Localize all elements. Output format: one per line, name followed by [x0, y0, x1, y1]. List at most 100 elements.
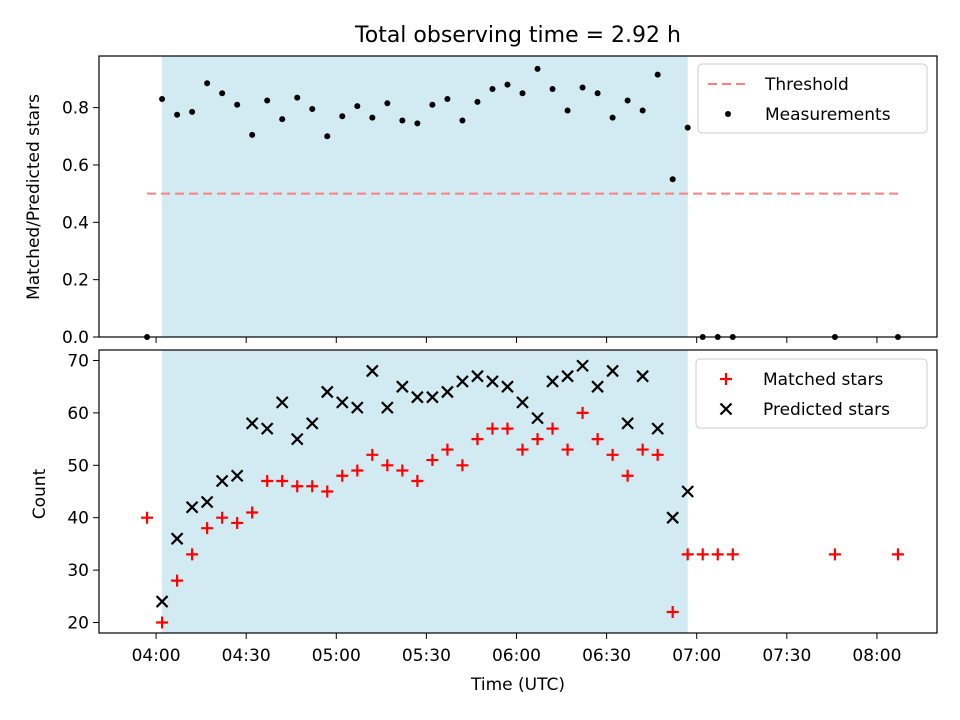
matched-star-point — [231, 516, 244, 529]
measurement-point — [624, 97, 631, 104]
predicted-star-point — [185, 500, 199, 514]
measurement-point — [339, 113, 346, 120]
predicted-star-point — [336, 396, 349, 409]
bottom-y-tick-label: 40 — [67, 509, 89, 529]
predicted-star-point — [651, 422, 664, 435]
measurement-point — [309, 106, 316, 113]
matched-star-point — [711, 548, 724, 561]
measurement-point — [249, 131, 256, 138]
measurement-point — [204, 80, 211, 87]
matched-star-point — [366, 448, 379, 461]
matched-star-point — [261, 475, 274, 488]
matched-star-point — [726, 548, 739, 561]
matched-star-point — [681, 548, 694, 561]
bottom-x-tick-label: 06:00 — [492, 646, 541, 666]
measurement-point — [144, 334, 151, 340]
predicted-star-point — [621, 417, 634, 430]
top-plot-frame — [98, 55, 938, 338]
legend-predicted-swatch — [719, 402, 733, 416]
measurement-point — [264, 97, 271, 104]
top-observing-window — [162, 56, 688, 337]
matched-star-point — [246, 506, 259, 519]
measurement-point — [549, 85, 556, 92]
predicted-star-point — [155, 595, 169, 608]
count-panel: 20 30 40 50 60 70 04:00 04:30 05:00 05:30 06:00 06:… — [67, 349, 938, 666]
matched-star-point — [321, 485, 334, 498]
measurement-point — [894, 334, 901, 340]
predicted-star-point — [305, 417, 319, 430]
predicted-star-point — [486, 375, 499, 388]
matched-star-point — [276, 475, 289, 488]
predicted-star-point — [230, 469, 244, 483]
predicted-star-point — [320, 385, 334, 399]
measurement-point — [459, 117, 466, 124]
top-legend — [697, 63, 928, 134]
predicted-star-point — [396, 380, 409, 393]
matched-star-point — [171, 574, 184, 587]
measurement-point — [519, 90, 526, 97]
bottom-x-tick-label: 08:00 — [852, 646, 901, 666]
measurement-point — [831, 334, 838, 340]
measurement-point — [504, 81, 511, 88]
measurement-point — [189, 108, 196, 115]
x-axis-label: Time (UTC) — [470, 675, 565, 695]
measurement-point — [714, 334, 721, 340]
measurement-point — [399, 117, 406, 124]
measurement-point — [234, 101, 241, 108]
bottom-x-tick-label: 05:00 — [312, 646, 361, 666]
predicted-star-point — [576, 359, 589, 372]
matched-star-point — [156, 616, 169, 629]
bottom-legend — [695, 358, 928, 429]
bottom-y-tick-label: 30 — [67, 561, 89, 581]
bottom-plot-frame — [98, 349, 938, 634]
chart-title: Total observing time = 2.92 h — [354, 23, 681, 48]
predicted-star-point — [606, 364, 619, 378]
measurement-point — [174, 111, 181, 118]
bottom-x-tick-label: 05:30 — [402, 646, 451, 666]
predicted-star-point — [215, 474, 229, 488]
top-y-tick-label: 0.6 — [62, 156, 89, 176]
measurement-point — [669, 176, 676, 183]
matched-star-point — [621, 469, 634, 482]
matched-star-point — [216, 511, 229, 524]
legend-matched-swatch — [720, 373, 732, 385]
measurement-point — [579, 84, 586, 91]
predicted-star-point — [636, 369, 649, 383]
legend-measurements-label: Measurements — [765, 105, 891, 125]
bottom-y-tick-label: 50 — [67, 456, 89, 476]
measurement-point — [219, 90, 226, 97]
bottom-x-tick-label: 07:00 — [672, 646, 721, 666]
measurement-point — [474, 98, 481, 105]
matched-star-point — [891, 548, 904, 561]
predicted-star-point — [591, 380, 604, 393]
predicted-star-point — [471, 369, 484, 383]
predicted-star-point — [200, 495, 214, 509]
predicted-star-point — [561, 369, 574, 383]
matched-star-point — [471, 433, 484, 446]
measurement-point — [564, 107, 571, 114]
matched-star-point — [501, 422, 514, 435]
predicted-star-point — [170, 532, 184, 545]
measurement-point — [279, 116, 286, 123]
bottom-x-tick-label: 07:30 — [762, 646, 811, 666]
measurement-point — [699, 334, 706, 340]
predicted-star-point — [441, 385, 454, 399]
ratio-panel: 0.0 0.2 0.4 0.6 0.8 Threshold Measurements — [62, 55, 938, 348]
measurement-point — [639, 107, 646, 114]
bottom-x-tick-label: 06:30 — [582, 646, 631, 666]
predicted-star-point — [546, 375, 559, 388]
predicted-star-point — [681, 485, 694, 498]
predicted-star-point — [275, 396, 289, 409]
bottom-observing-window — [162, 350, 688, 633]
matched-star-point — [141, 511, 154, 524]
predicted-star-point — [411, 390, 424, 404]
top-y-tick-label: 0.2 — [62, 271, 89, 291]
measurement-point — [354, 103, 361, 110]
measurement-point — [384, 100, 391, 107]
predicted-star-point — [290, 432, 304, 446]
measurement-point — [429, 101, 436, 108]
predicted-star-point — [516, 396, 529, 409]
matched-star-point — [456, 459, 469, 472]
legend-predicted-label: Predicted stars — [763, 400, 890, 420]
